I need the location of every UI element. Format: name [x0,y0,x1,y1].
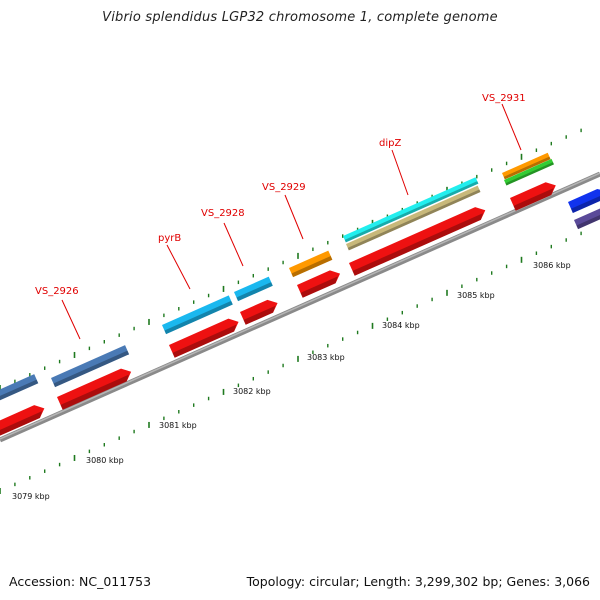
leader-line [391,149,409,196]
gene-label: VS_2928 [201,208,245,219]
feature-bar [343,177,479,243]
feature-bar-shade [164,300,233,335]
kbp-label: 3086 kbp [533,261,571,270]
leader-line [166,244,191,290]
feature-bar-shade [505,162,554,186]
kbp-label: 3081 kbp [159,421,197,430]
cds-arrow-body [0,405,45,436]
cds-arrow-body [297,270,341,298]
feature-bar-shade [53,350,130,388]
accession-text: Accession: NC_011753 [9,574,152,589]
feature-track [0,152,600,436]
kbp-label: 3082 kbp [233,387,271,396]
feature-bar [346,185,481,251]
feature-bar-body [568,189,600,213]
gene-label: dipZ [379,138,401,149]
cds-arrow [169,318,239,358]
feature-bar-shade [347,189,481,251]
kbp-label: 3084 kbp [382,321,420,330]
feature-bar [289,250,333,278]
cds-arrow [240,299,278,325]
kbp-label: 3079 kbp [12,492,50,501]
gene-label: VS_2926 [35,286,79,297]
feature-bar [568,189,600,213]
cds-arrow-shade [0,411,43,436]
cds-arrow-body [57,368,132,410]
feature-bar-shade [344,181,479,243]
summary-text: Topology: circular; Length: 3,299,302 bp… [246,574,590,589]
feature-bar-body [346,185,481,251]
cds-arrow-body [510,182,556,211]
feature-bar [502,152,551,180]
gene-label: VS_2931 [482,93,526,104]
feature-bar-shade [571,193,600,213]
lower-tick-marks [0,231,582,494]
feature-bar-body [343,177,479,243]
map-title: Vibrio splendidus LGP32 chromosome 1, co… [102,10,498,25]
leader-line [61,299,81,340]
cds-arrow-body [240,299,278,325]
cds-arrow-shade [172,324,237,358]
cds-arrow-shade [300,276,338,298]
leader-lines [61,103,522,340]
feature-bar-body [50,345,130,388]
cds-arrow [510,182,556,211]
feature-bar-body [234,276,273,302]
feature-bar-body [289,250,333,278]
feature-bar-shade [0,379,39,402]
cds-arrow [349,207,486,276]
gene-labels: VS_2926 pyrB VS_2928 VS_2929 dipZ VS_293… [35,93,526,297]
genome-backbone [0,171,600,443]
gene-label: VS_2929 [262,182,306,193]
leader-line [501,103,522,151]
gene-label: pyrB [158,233,181,244]
cds-arrow [297,270,341,298]
kbp-label: 3083 kbp [307,353,345,362]
cds-arrow-shade [352,213,484,276]
kbp-label: 3085 kbp [457,291,495,300]
feature-bar [503,158,554,186]
axis-labels: 3079 kbp 3080 kbp 3081 kbp 3082 kbp 3083… [12,261,571,501]
cds-arrow [57,368,132,410]
cds-arrow-shade [60,374,129,410]
leader-line [284,194,304,240]
cds-arrow [0,405,45,436]
kbp-label: 3080 kbp [86,456,124,465]
cds-arrow-shade [513,188,554,211]
feature-bar [0,374,39,402]
feature-bar [234,276,273,302]
feature-bar-shade [236,282,273,302]
cds-arrow-body [349,207,486,276]
cds-arrow-shade [243,305,276,325]
feature-bar-shade [576,209,600,230]
cds-arrow-body [169,318,239,358]
feature-bar-shade [291,256,333,278]
feature-bar-body [0,374,39,402]
feature-bar [50,345,130,388]
leader-line [223,222,244,267]
feature-bar-body [502,152,551,180]
feature-bar [162,295,233,335]
feature-bar-body [503,158,554,186]
feature-bar [574,203,600,230]
upper-tick-marks [0,128,582,391]
feature-bar-shade [503,156,551,180]
genome-backbone-highlight [0,172,600,440]
feature-bar-body [574,203,600,230]
feature-bar-body [162,295,233,335]
